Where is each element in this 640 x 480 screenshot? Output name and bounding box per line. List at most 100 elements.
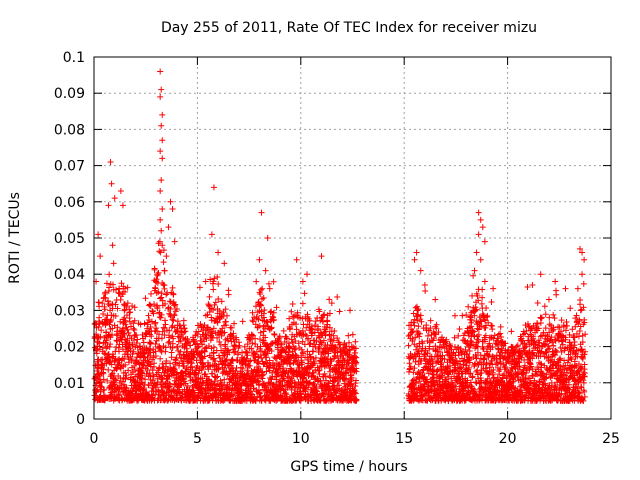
data-point <box>105 366 112 373</box>
data-point <box>141 354 148 361</box>
data-point <box>103 280 110 287</box>
data-point <box>164 397 171 404</box>
data-point <box>157 148 164 155</box>
data-point <box>187 342 194 349</box>
data-point <box>125 359 132 366</box>
data-point <box>475 209 482 216</box>
data-point <box>159 376 166 383</box>
data-point <box>163 357 170 364</box>
data-point <box>406 360 413 367</box>
data-point <box>204 359 211 366</box>
data-point <box>163 291 170 298</box>
data-point <box>124 326 131 333</box>
data-point <box>152 340 159 347</box>
data-point <box>422 287 429 294</box>
data-point <box>173 306 180 313</box>
data-point <box>194 331 201 338</box>
data-point <box>451 312 458 319</box>
data-point <box>153 276 160 283</box>
data-point <box>164 376 171 383</box>
data-point <box>580 280 587 287</box>
data-point <box>210 278 217 285</box>
data-point <box>239 318 246 325</box>
data-point <box>170 335 177 342</box>
data-point <box>424 332 431 339</box>
data-point <box>96 320 103 327</box>
data-point <box>418 318 425 325</box>
data-point <box>209 370 216 377</box>
data-point <box>470 272 477 279</box>
data-point <box>481 238 488 245</box>
data-point <box>95 323 102 330</box>
data-point <box>211 301 218 308</box>
data-point <box>159 206 166 213</box>
data-point <box>195 370 202 377</box>
data-point <box>411 256 418 263</box>
data-point <box>203 344 210 351</box>
data-point <box>160 259 167 266</box>
y-tick-label: 0.04 <box>54 267 85 283</box>
data-point <box>573 312 580 319</box>
data-point <box>127 309 134 316</box>
data-point <box>214 334 221 341</box>
data-point <box>179 369 186 376</box>
data-point <box>256 256 263 263</box>
data-point <box>216 308 223 315</box>
data-point <box>156 331 163 338</box>
data-point <box>103 337 110 344</box>
data-point <box>417 267 424 274</box>
data-point <box>215 280 222 287</box>
data-point <box>472 360 479 367</box>
data-point <box>102 320 109 327</box>
data-point <box>102 339 109 346</box>
data-point <box>432 296 439 303</box>
data-point <box>129 342 136 349</box>
data-point <box>260 328 267 335</box>
data-point <box>545 296 552 303</box>
data-point <box>108 180 115 187</box>
data-point <box>162 300 169 307</box>
data-point <box>157 93 164 100</box>
data-point <box>345 332 352 339</box>
data-point <box>152 285 159 292</box>
data-point <box>107 158 114 165</box>
data-point <box>209 384 216 391</box>
data-point <box>415 323 422 330</box>
data-point <box>201 338 208 345</box>
data-point <box>165 224 172 231</box>
data-point <box>421 282 428 289</box>
x-tick-label: 10 <box>292 431 310 447</box>
data-point <box>171 366 178 373</box>
data-point <box>581 256 588 263</box>
data-point <box>216 316 223 323</box>
data-point <box>147 352 154 359</box>
data-point <box>109 242 116 249</box>
data-point <box>161 267 168 274</box>
data-point <box>100 366 107 373</box>
data-point <box>154 381 161 388</box>
data-point <box>96 314 103 321</box>
data-point <box>159 111 166 118</box>
data-point <box>124 284 131 291</box>
data-point <box>221 260 228 267</box>
data-point <box>304 271 311 278</box>
data-point <box>107 318 114 325</box>
data-point <box>150 363 157 370</box>
data-point <box>141 320 148 327</box>
data-point <box>153 325 160 332</box>
data-point <box>146 358 153 365</box>
data-point <box>564 322 571 329</box>
data-point <box>131 317 138 324</box>
data-point <box>159 155 166 162</box>
data-point <box>180 351 187 358</box>
data-point <box>110 281 117 288</box>
data-point <box>177 338 184 345</box>
data-point <box>289 339 296 346</box>
data-point <box>155 269 162 276</box>
x-tick-label: 25 <box>602 431 620 447</box>
data-point <box>140 385 147 392</box>
data-point <box>155 369 162 376</box>
data-point <box>157 355 164 362</box>
data-point <box>174 318 181 325</box>
y-tick-label: 0.09 <box>54 86 85 102</box>
